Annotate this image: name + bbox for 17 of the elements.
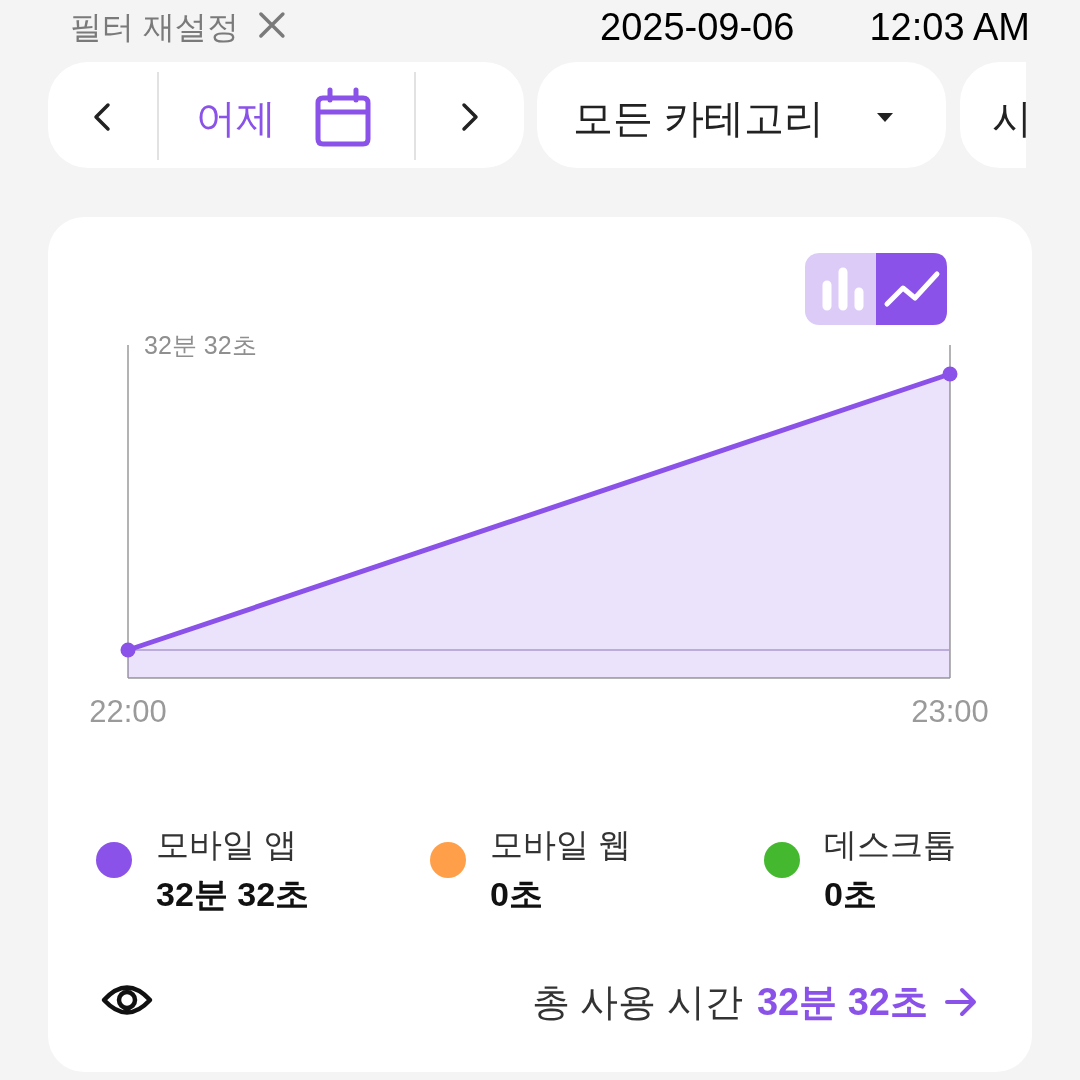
text: 어제 <box>196 96 276 140</box>
legend-label: 모바일 웹 <box>490 826 632 863</box>
text: 2025-09-06 <box>600 6 795 48</box>
text: 32분 32초 <box>156 875 310 913</box>
text: 총 사용 시간 <box>531 981 743 1023</box>
text: 12:03 AM <box>869 6 1030 48</box>
x-tick-label: 23:00 <box>911 694 989 729</box>
legend-label: 모바일 앱 <box>156 826 298 863</box>
text: 0초 <box>824 875 877 913</box>
text: 시 <box>992 96 1032 140</box>
text: 모든 카테고리 <box>573 96 825 140</box>
text: 필터 재설정 <box>70 9 239 45</box>
x-tick-label: 22:00 <box>89 694 167 729</box>
legend-label: 데스크톱 <box>824 826 956 863</box>
text: 32분 32초 <box>144 331 257 359</box>
text: 32분 32초 <box>756 981 928 1023</box>
text: 0초 <box>490 875 543 913</box>
